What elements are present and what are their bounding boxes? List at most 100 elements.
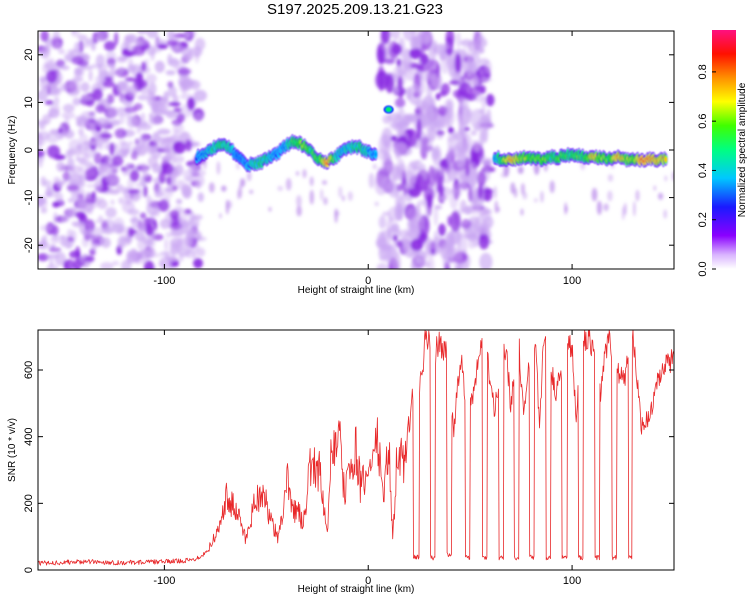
noise-blob: [135, 72, 144, 81]
noise-blob: [403, 113, 411, 128]
noise-blob: [154, 60, 165, 73]
x-tick-label: 100: [563, 275, 581, 287]
noise-blob: [309, 189, 314, 205]
noise-blob: [391, 31, 401, 41]
noise-blob: [45, 69, 58, 84]
noise-blob: [185, 139, 192, 152]
noise-blob: [61, 111, 76, 119]
noise-blob: [69, 80, 81, 94]
colorbar-tick-label: 0.0: [697, 261, 709, 276]
noise-blob: [483, 208, 493, 214]
y-tick-label: 20: [23, 49, 35, 61]
ridge-cell: [664, 157, 668, 162]
noise-blob: [173, 107, 182, 113]
noise-blob: [67, 157, 75, 169]
noise-blob: [124, 148, 130, 154]
noise-blob: [216, 161, 221, 175]
noise-blob: [95, 133, 101, 141]
noise-blob: [88, 113, 97, 121]
noise-blob: [86, 208, 93, 215]
noise-blob: [53, 212, 58, 224]
noise-blob: [167, 81, 174, 89]
noise-blob: [466, 56, 473, 78]
noise-blob: [463, 126, 470, 132]
noise-blob: [189, 80, 201, 90]
noise-blob: [624, 202, 627, 216]
noise-blob: [79, 42, 92, 48]
noise-blob: [440, 178, 452, 184]
noise-blob: [75, 115, 88, 122]
noise-blob: [160, 251, 168, 257]
noise-blob: [153, 182, 163, 195]
noise-blob: [320, 188, 324, 201]
noise-blob: [416, 118, 422, 140]
noise-blob: [485, 93, 495, 107]
noise-blob: [438, 223, 446, 237]
noise-blob: [48, 108, 60, 119]
noise-blob: [196, 247, 206, 257]
noise-blob: [56, 59, 66, 67]
noise-blob: [93, 152, 102, 165]
noise-blob: [157, 128, 171, 135]
snr-y-label: SNR (10 * v/v): [7, 418, 18, 482]
noise-blob: [62, 171, 71, 182]
noise-blob: [63, 259, 75, 269]
x-tick-label: 0: [365, 275, 371, 287]
noise-blob: [436, 63, 441, 78]
noise-blob: [105, 50, 117, 64]
noise-blob: [481, 157, 494, 164]
noise-blob: [240, 178, 246, 188]
colorbar-ticks: 0.0 0.2 0.4 0.6 0.8: [697, 64, 716, 277]
noise-blob: [194, 174, 205, 187]
noise-blob: [374, 201, 379, 207]
spectrogram-x-axis: -100 0 100: [153, 31, 581, 287]
noise-blob: [170, 58, 180, 68]
snr-frame: [37, 329, 675, 571]
y-tick-label: 200: [23, 494, 35, 512]
noise-blob: [145, 225, 154, 236]
noise-blob: [382, 211, 391, 216]
noise-blob: [141, 61, 147, 72]
noise-blob: [476, 170, 487, 187]
noise-blob: [45, 190, 53, 198]
noise-blob: [467, 162, 478, 181]
noise-blob: [53, 96, 60, 106]
noise-blob: [396, 240, 404, 248]
noise-blob: [398, 87, 403, 99]
noise-blob: [473, 140, 481, 153]
noise-blob: [111, 155, 124, 167]
noise-blob: [192, 222, 198, 228]
noise-blob: [81, 65, 94, 70]
noise-blob: [62, 103, 75, 113]
noise-blob: [137, 94, 149, 101]
noise-blob: [435, 170, 441, 188]
noise-blob: [158, 136, 165, 145]
colorbar-tick-label: 0.4: [697, 163, 709, 178]
noise-blob: [147, 155, 158, 168]
noise-blob: [138, 123, 152, 131]
noise-blob: [334, 208, 338, 224]
noise-blob: [420, 134, 433, 153]
noise-blob: [482, 216, 494, 229]
noise-blob: [47, 145, 61, 159]
noise-blob: [161, 155, 174, 162]
noise-blob: [477, 34, 485, 40]
noise-blob: [185, 52, 194, 61]
noise-blob: [410, 63, 423, 69]
noise-blob: [130, 150, 138, 160]
noise-blob: [517, 166, 524, 174]
noise-blob: [400, 241, 412, 250]
noise-blob: [141, 44, 151, 49]
noise-blob: [221, 185, 227, 192]
noise-blob: [520, 183, 525, 195]
noise-blob: [607, 174, 614, 182]
noise-blob: [323, 197, 328, 206]
noise-blob: [75, 188, 86, 201]
noise-blob: [439, 90, 447, 97]
noise-blob: [78, 128, 84, 136]
noise-blob: [496, 206, 500, 213]
noise-blob: [165, 135, 179, 144]
noise-blob: [225, 199, 229, 215]
noise-blob: [295, 171, 300, 176]
noise-blob: [38, 122, 46, 130]
